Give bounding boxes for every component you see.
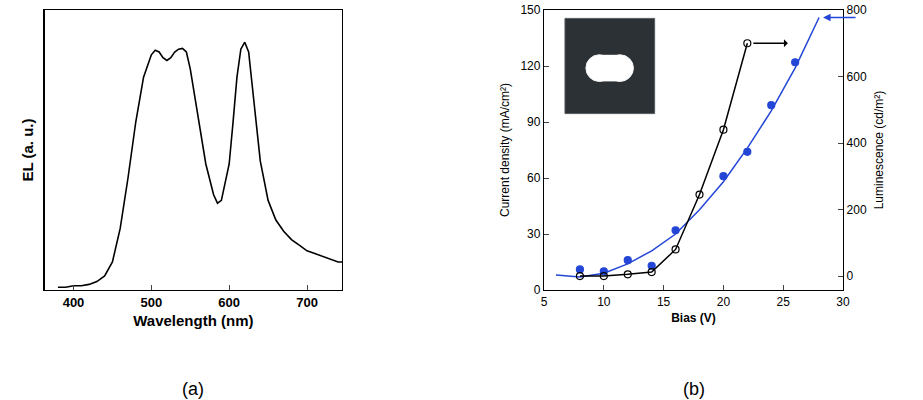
svg-text:Current density (mA/cm²): Current density (mA/cm²) bbox=[498, 83, 512, 217]
svg-text:(b): (b) bbox=[683, 379, 705, 399]
svg-text:30: 30 bbox=[836, 295, 850, 309]
svg-text:Bias (V): Bias (V) bbox=[671, 311, 716, 325]
svg-text:120: 120 bbox=[520, 59, 540, 73]
svg-text:150: 150 bbox=[520, 3, 540, 17]
svg-text:90: 90 bbox=[527, 115, 541, 129]
svg-text:600: 600 bbox=[847, 70, 867, 84]
svg-text:200: 200 bbox=[847, 203, 867, 217]
svg-text:EL (a. u.): EL (a. u.) bbox=[19, 118, 36, 181]
svg-text:30: 30 bbox=[527, 227, 541, 241]
svg-text:700: 700 bbox=[296, 295, 318, 310]
svg-text:800: 800 bbox=[847, 3, 867, 17]
svg-text:5: 5 bbox=[541, 295, 548, 309]
svg-text:60: 60 bbox=[527, 171, 541, 185]
svg-text:600: 600 bbox=[218, 295, 240, 310]
svg-text:Luminescence (cd/m²): Luminescence (cd/m²) bbox=[872, 91, 886, 210]
svg-text:400: 400 bbox=[63, 295, 85, 310]
svg-text:20: 20 bbox=[717, 295, 731, 309]
svg-text:0: 0 bbox=[534, 283, 541, 297]
svg-text:(a): (a) bbox=[182, 379, 204, 399]
svg-text:15: 15 bbox=[657, 295, 671, 309]
svg-text:400: 400 bbox=[847, 136, 867, 150]
svg-text:10: 10 bbox=[597, 295, 611, 309]
svg-text:500: 500 bbox=[140, 295, 162, 310]
svg-text:0: 0 bbox=[847, 269, 854, 283]
svg-text:25: 25 bbox=[777, 295, 791, 309]
svg-text:Wavelength (nm): Wavelength (nm) bbox=[133, 312, 253, 329]
